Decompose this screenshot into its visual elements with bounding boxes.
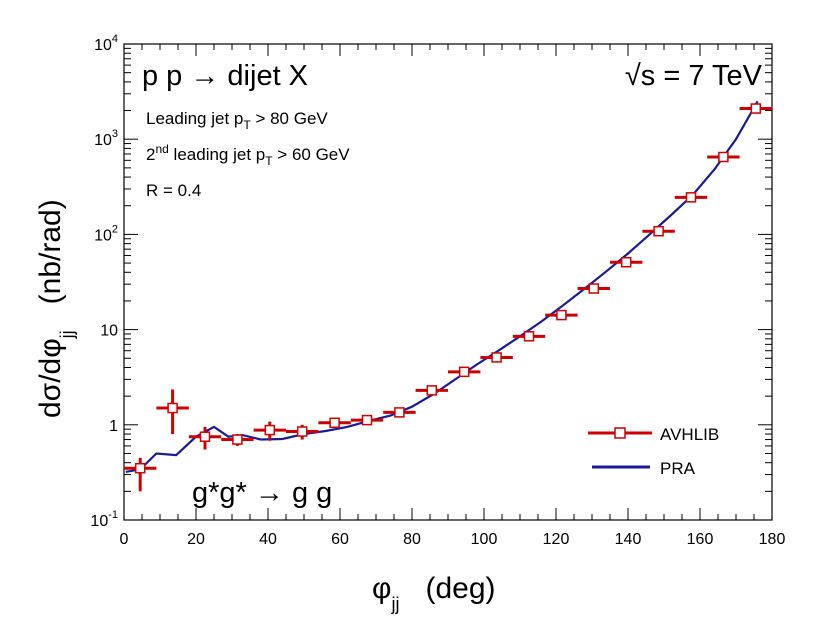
avhlib-marker <box>296 426 308 437</box>
chart-title: p p → dijet X <box>142 60 308 92</box>
avhlib-point <box>253 421 286 441</box>
x-tick-label: 40 <box>259 531 277 548</box>
x-tick-label: 100 <box>471 531 498 548</box>
avhlib-marker <box>556 309 567 321</box>
avhlib-point <box>512 331 546 342</box>
x-tick-label: 60 <box>331 531 349 548</box>
avhlib-point <box>156 389 189 435</box>
avhlib-point <box>286 424 319 440</box>
avhlib-marker <box>264 424 276 436</box>
avhlib-marker <box>167 402 178 414</box>
avhlib-marker <box>685 192 697 203</box>
x-tick-label: 180 <box>759 531 786 548</box>
avhlib-point <box>545 309 578 321</box>
avhlib-point <box>577 283 610 294</box>
y-tick-label: 103 <box>94 128 118 149</box>
axes-group: 0 20 40 60 80 100 120 140 160 180 10-1 1 10 102 103 104 <box>90 33 785 548</box>
avhlib-marker <box>199 431 211 442</box>
avhlib-point <box>383 407 416 418</box>
avhlib-marker <box>750 103 762 114</box>
x-axis-title: φjj (deg) <box>372 572 496 614</box>
avhlib-marker <box>620 256 632 268</box>
cut-line-2: 2nd leading jet pT > 60 GeV <box>146 142 350 168</box>
avhlib-marker <box>653 225 664 237</box>
avhlib-marker <box>588 283 600 294</box>
y-axis-title: dσ/dφjj(nb/rad) <box>34 199 77 418</box>
avhlib-point <box>188 426 222 450</box>
avhlib-marker <box>361 414 373 426</box>
avhlib-point <box>610 256 643 268</box>
energy-label: √s = 7 TeV <box>625 60 763 92</box>
avhlib-marker <box>523 331 535 342</box>
x-tick-label: 160 <box>687 531 714 548</box>
legend-avhlib-label: AVHLIB <box>660 425 719 444</box>
pra-series <box>125 100 759 473</box>
legend: AVHLIB PRA <box>588 425 719 478</box>
avhlib-point <box>739 103 772 114</box>
avhlib-marker <box>232 434 243 445</box>
x-tick-label: 140 <box>615 531 642 548</box>
x-tick-label: 20 <box>187 531 205 548</box>
y-tick-label: 10 <box>100 323 118 340</box>
avhlib-marker <box>458 366 470 378</box>
avhlib-marker <box>329 417 340 429</box>
avhlib-marker <box>491 352 502 363</box>
avhlib-point <box>124 457 157 492</box>
avhlib-marker <box>718 151 729 163</box>
y-tick-label: 10-1 <box>90 509 118 530</box>
avhlib-series <box>124 103 772 492</box>
avhlib-point <box>415 385 448 396</box>
avhlib-marker <box>134 462 146 474</box>
y-tick-label: 1 <box>109 418 118 435</box>
x-tick-label: 0 <box>120 531 129 548</box>
legend-pra-label: PRA <box>660 459 696 478</box>
x-tick-label: 80 <box>403 531 421 548</box>
pra-line <box>125 100 759 473</box>
legend-avhlib-marker <box>614 427 626 439</box>
avhlib-marker <box>426 385 438 396</box>
y-tick-label: 104 <box>94 33 118 54</box>
cut-line-3: R = 0.4 <box>146 181 201 200</box>
avhlib-point <box>707 151 740 163</box>
y-tick-label: 102 <box>94 223 118 244</box>
avhlib-marker <box>394 407 405 418</box>
x-tick-label: 120 <box>543 531 570 548</box>
avhlib-point <box>318 417 351 429</box>
avhlib-point <box>448 366 481 378</box>
avhlib-point <box>221 434 254 446</box>
avhlib-point <box>350 414 384 426</box>
avhlib-point <box>674 192 708 203</box>
process-label: g*g* → g g <box>192 477 332 509</box>
avhlib-point <box>642 225 675 237</box>
cut-line-1: Leading jet pT > 80 GeV <box>146 109 328 132</box>
avhlib-point <box>480 352 513 363</box>
